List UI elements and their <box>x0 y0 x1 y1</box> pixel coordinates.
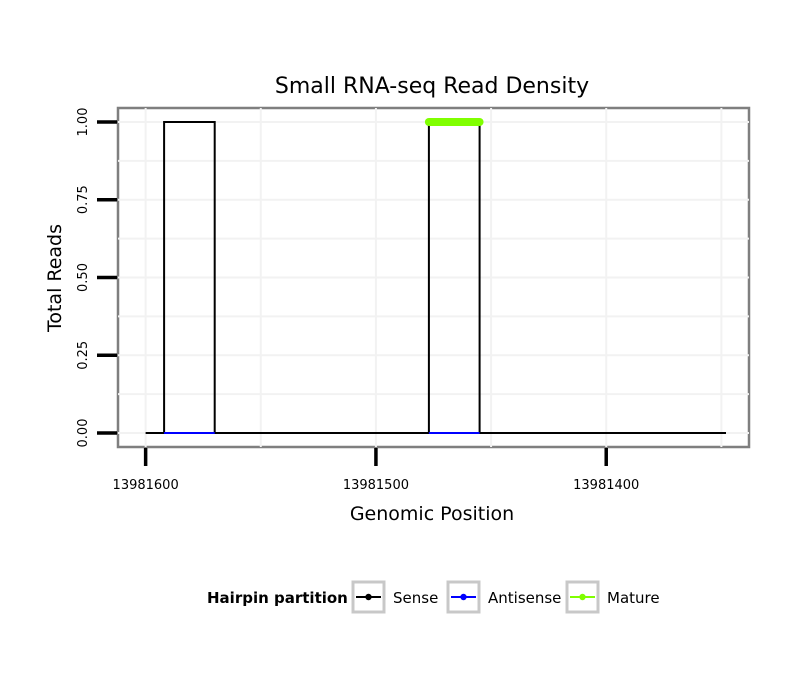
legend-label-antisense: Antisense <box>488 589 561 607</box>
series-layer <box>145 117 726 435</box>
y-tick-label: 0.75 <box>76 185 91 214</box>
axes: 0.00 0.25 0.50 0.75 1.00 13981600 13981500 1398… <box>76 108 639 493</box>
x-tick-label: 13981600 <box>113 478 179 493</box>
x-tick-label: 13981500 <box>343 478 409 493</box>
x-axis-title: Genomic Position <box>350 503 514 525</box>
legend: Hairpin partition Sense Antisense Mature <box>207 580 660 614</box>
series-sense-line <box>145 121 726 434</box>
legend-label-mature: Mature <box>607 589 660 607</box>
legend-swatch-point-sense <box>365 593 372 601</box>
legend-label-sense: Sense <box>393 589 438 607</box>
legend-swatch-point-mature <box>579 593 586 601</box>
y-tick-label: 1.00 <box>76 108 91 137</box>
chart-title: Small RNA-seq Read Density <box>275 74 589 99</box>
legend-swatch-point-antisense <box>460 593 467 601</box>
legend-title: Hairpin partition <box>207 589 348 607</box>
y-tick-label: 0.00 <box>76 419 91 448</box>
y-tick-label: 0.50 <box>76 263 91 292</box>
y-tick-label: 0.25 <box>76 341 91 370</box>
y-axis-title: Total Reads <box>44 224 66 333</box>
x-tick-label: 13981400 <box>573 478 639 493</box>
